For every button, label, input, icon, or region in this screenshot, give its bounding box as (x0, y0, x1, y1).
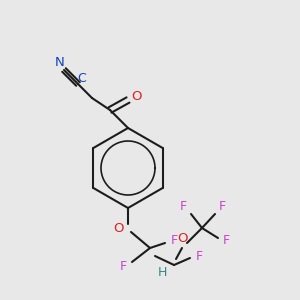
Text: F: F (119, 260, 127, 272)
Text: O: O (131, 89, 141, 103)
Text: H: H (157, 266, 167, 278)
Text: F: F (170, 235, 178, 248)
Text: F: F (195, 250, 203, 262)
Text: N: N (55, 56, 65, 68)
Text: O: O (114, 223, 124, 236)
Text: C: C (78, 71, 86, 85)
Text: F: F (179, 200, 187, 214)
Text: F: F (218, 200, 226, 214)
Text: O: O (177, 232, 187, 244)
Text: F: F (222, 235, 230, 248)
